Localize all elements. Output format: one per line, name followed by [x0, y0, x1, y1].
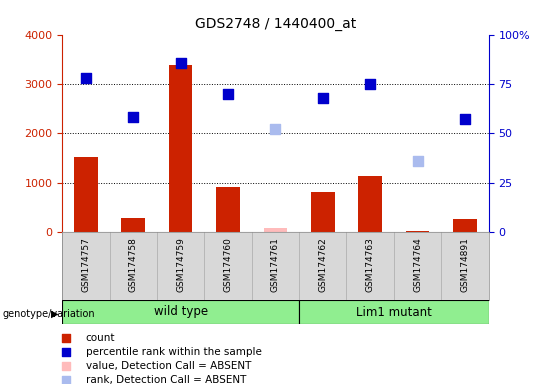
Bar — [74, 157, 98, 232]
Point — [271, 126, 280, 132]
Bar — [406, 231, 429, 232]
Point — [82, 75, 90, 81]
Point — [366, 81, 375, 88]
Text: Lim1 mutant: Lim1 mutant — [356, 306, 432, 318]
Point — [413, 157, 422, 164]
Text: value, Detection Call = ABSENT: value, Detection Call = ABSENT — [85, 361, 251, 371]
Bar — [62, 300, 299, 324]
Bar — [122, 218, 145, 232]
Text: GSM174759: GSM174759 — [176, 237, 185, 292]
Text: GSM174763: GSM174763 — [366, 237, 375, 292]
Bar — [311, 192, 335, 232]
Text: percentile rank within the sample: percentile rank within the sample — [85, 347, 261, 357]
Text: GSM174891: GSM174891 — [461, 237, 469, 292]
Bar — [216, 187, 240, 232]
Bar — [299, 300, 489, 324]
Title: GDS2748 / 1440400_at: GDS2748 / 1440400_at — [195, 17, 356, 31]
Text: GSM174758: GSM174758 — [129, 237, 138, 292]
Text: GSM174761: GSM174761 — [271, 237, 280, 292]
Text: wild type: wild type — [153, 306, 208, 318]
Text: GSM174760: GSM174760 — [224, 237, 233, 292]
Bar — [359, 177, 382, 232]
Point — [129, 114, 138, 120]
Text: ▶: ▶ — [51, 309, 58, 319]
Point — [403, 318, 412, 324]
Text: GSM174762: GSM174762 — [318, 237, 327, 292]
Text: count: count — [85, 333, 115, 343]
Bar — [168, 65, 192, 232]
Text: GSM174757: GSM174757 — [82, 237, 90, 292]
Text: rank, Detection Call = ABSENT: rank, Detection Call = ABSENT — [85, 375, 246, 384]
Point — [319, 95, 327, 101]
Point — [224, 91, 232, 98]
Bar — [264, 228, 287, 232]
Text: GSM174764: GSM174764 — [413, 237, 422, 292]
Point — [403, 191, 412, 197]
Text: genotype/variation: genotype/variation — [3, 309, 96, 319]
Point — [403, 65, 412, 71]
Bar — [453, 219, 477, 232]
Point — [461, 116, 469, 122]
Point — [176, 60, 185, 66]
